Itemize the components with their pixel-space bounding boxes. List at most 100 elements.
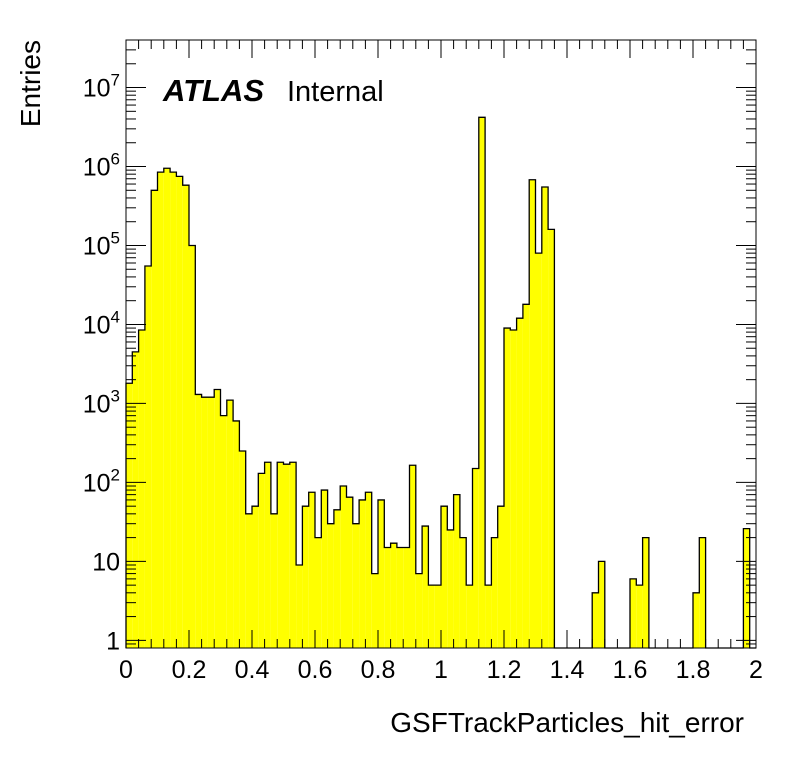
histogram-bar — [302, 506, 309, 648]
histogram-bar — [478, 117, 486, 649]
histogram-bar — [182, 185, 189, 649]
histogram-bar — [642, 537, 649, 648]
histogram-bar — [428, 585, 435, 648]
histogram-bar — [447, 529, 454, 648]
histogram-bar — [434, 585, 441, 648]
histogram-bar — [630, 578, 637, 648]
histogram-bar — [510, 330, 517, 648]
histogram-bar — [321, 490, 328, 648]
y-tick-label: 103 — [83, 386, 120, 418]
histogram-bar — [201, 397, 208, 648]
histogram-bar — [403, 547, 410, 648]
histogram-bar — [390, 543, 397, 648]
histogram-bar — [535, 253, 542, 649]
histogram-bar — [592, 592, 599, 648]
atlas-label: ATLAS — [162, 73, 264, 108]
histogram-bar — [296, 564, 303, 648]
axis-ticks — [125, 39, 757, 649]
histogram-bar — [277, 462, 284, 648]
histogram-bar — [365, 492, 372, 648]
histogram-bar — [264, 462, 271, 648]
histogram-bar — [441, 506, 448, 648]
histogram-bar — [548, 229, 555, 648]
histogram-bar — [170, 172, 177, 649]
histogram-bar — [693, 592, 700, 648]
internal-label: Internal — [287, 76, 384, 108]
histogram-bar — [636, 585, 643, 648]
y-tick-label: 106 — [83, 150, 120, 182]
x-tick-label: 1.6 — [613, 656, 648, 684]
x-tick-label: 0.2 — [172, 656, 207, 684]
y-tick-label: 107 — [83, 71, 120, 103]
histogram-bar — [252, 506, 259, 648]
histogram-bar — [245, 513, 252, 648]
x-tick-label: 1.4 — [550, 656, 585, 684]
y-tick-label: 10 — [92, 548, 120, 576]
histogram-bar — [176, 176, 183, 648]
histogram-bar — [485, 585, 492, 648]
histogram-bar — [699, 537, 706, 648]
histogram-bar — [378, 499, 385, 648]
histogram-bars — [125, 116, 756, 649]
histogram-bar — [333, 509, 341, 648]
x-axis-label: GSFTrackParticles_hit_error — [390, 707, 744, 738]
histogram-bar — [226, 400, 234, 648]
x-tick-label: 1 — [434, 656, 448, 684]
histogram-bar — [308, 492, 315, 648]
y-axis-label: Entries — [15, 40, 46, 127]
x-tick-label: 1.8 — [676, 656, 711, 684]
histogram-bar — [220, 415, 227, 648]
histogram-bar — [541, 187, 549, 648]
histogram-bar — [459, 537, 467, 648]
y-tick-label: 1 — [106, 627, 120, 655]
histogram-bar — [743, 528, 750, 648]
histogram-bar — [422, 526, 429, 648]
histogram-bar — [144, 265, 152, 648]
histogram-bar — [371, 573, 378, 648]
histogram-bar — [529, 179, 536, 649]
y-tick-labels: 1 10 102 103 104 105 106 107 — [83, 71, 120, 656]
histogram-bar — [409, 465, 416, 648]
x-tick-labels: 0 0.2 0.4 0.6 0.8 1 1.2 1.4 1.6 1.8 2 — [119, 656, 763, 684]
histogram-bar — [207, 397, 215, 648]
histogram-bar — [497, 506, 504, 648]
histogram-bar — [315, 537, 322, 648]
histogram-bar — [466, 585, 473, 648]
histogram-bar — [283, 464, 290, 648]
histogram-bar — [258, 473, 265, 648]
histogram-bar — [289, 462, 297, 648]
histogram-bar — [126, 383, 133, 648]
histogram-bar — [359, 499, 366, 648]
histogram-bar — [189, 245, 196, 649]
histogram-bar — [491, 537, 498, 648]
histogram-bar — [396, 547, 404, 648]
histogram-bar — [346, 497, 353, 648]
histogram-bar — [340, 486, 347, 648]
histogram-bar — [151, 190, 158, 648]
histogram-bar — [516, 318, 523, 648]
histogram-bar — [138, 330, 145, 648]
y-tick-label: 104 — [83, 307, 120, 339]
histogram-bar — [384, 547, 391, 648]
histogram-bar — [157, 172, 164, 649]
histogram-bar — [195, 394, 202, 648]
histogram-bar — [239, 450, 246, 648]
histogram-bar — [233, 420, 240, 648]
x-tick-label: 0.6 — [298, 656, 333, 684]
x-tick-label: 2 — [749, 656, 763, 684]
histogram-bar — [522, 304, 530, 648]
histogram-bar — [163, 168, 171, 649]
x-tick-label: 0.4 — [235, 656, 270, 684]
x-tick-label: 1.2 — [487, 656, 522, 684]
histogram-bar — [472, 468, 479, 648]
histogram-bar — [214, 389, 221, 648]
histogram-bar — [327, 523, 334, 648]
histogram-bar — [453, 494, 460, 648]
y-tick-label: 105 — [83, 228, 120, 260]
y-tick-label: 102 — [83, 465, 120, 497]
histogram-bar — [352, 523, 360, 648]
histogram-bar — [415, 573, 423, 648]
histogram-bar — [598, 561, 605, 648]
x-tick-label: 0.8 — [361, 656, 396, 684]
